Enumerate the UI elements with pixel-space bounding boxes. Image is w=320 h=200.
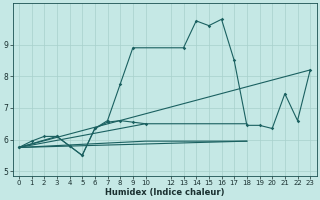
X-axis label: Humidex (Indice chaleur): Humidex (Indice chaleur) bbox=[105, 188, 224, 197]
